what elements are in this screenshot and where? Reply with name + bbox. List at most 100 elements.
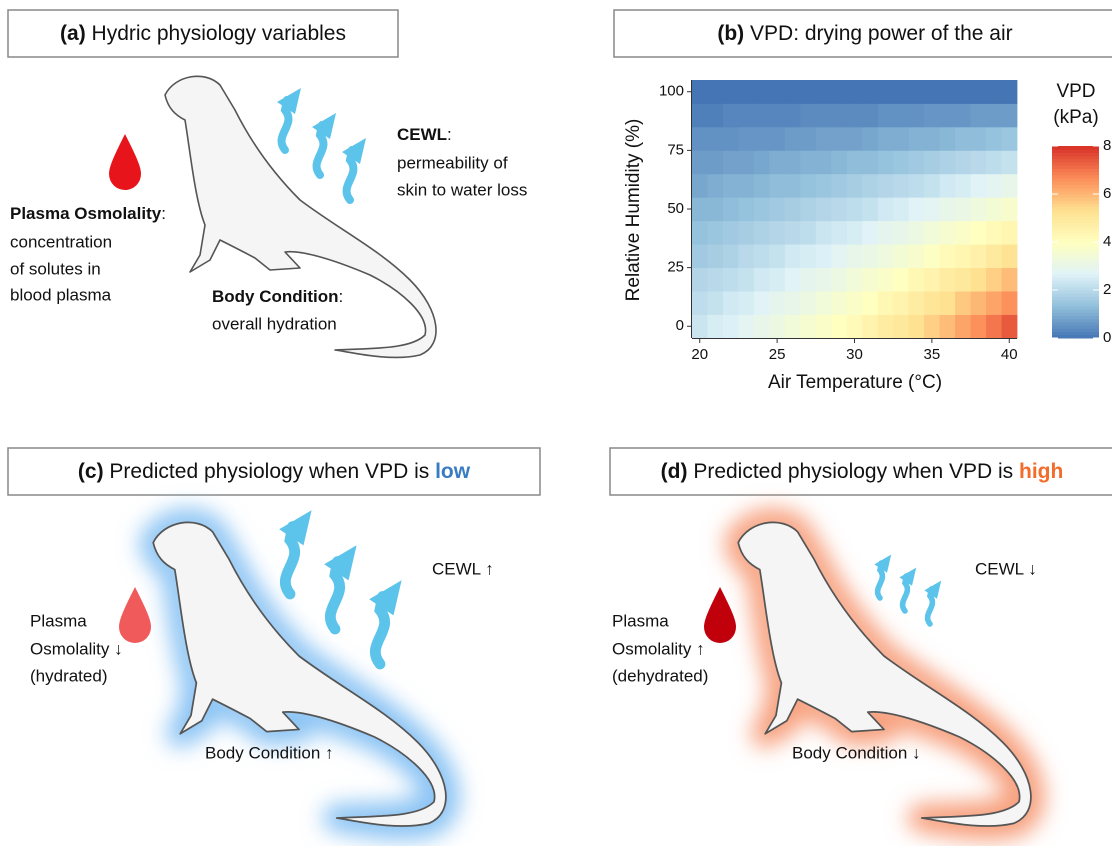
heat-cell: [692, 103, 708, 128]
y-tick-label: 75: [667, 141, 684, 158]
title-box: [613, 9, 1112, 58]
heat-cell: [738, 150, 755, 175]
heat-cell: [753, 314, 770, 339]
heat-cell: [846, 197, 863, 222]
heat-cell: [722, 244, 739, 269]
heat-cell: [846, 267, 863, 292]
colorbar-tick-label: 8: [1103, 137, 1111, 154]
title-box: [609, 447, 1112, 496]
heat-cell: [722, 173, 739, 198]
heat-cell: [1001, 80, 1018, 104]
annotation: permeability of: [397, 153, 508, 172]
colorbar-step: [1052, 238, 1099, 243]
heat-cell: [784, 291, 801, 315]
heat-cell: [753, 244, 770, 269]
panel-c: (c) Predicted physiology when VPD is low…: [7, 447, 541, 827]
heat-cell: [1001, 220, 1018, 245]
heat-cell: [970, 126, 987, 151]
heat-cell: [815, 103, 832, 128]
heat-cell: [846, 126, 863, 151]
heat-cell: [893, 150, 910, 175]
heat-cell: [862, 80, 879, 104]
heat-cell: [877, 80, 894, 104]
heat-cell: [924, 197, 941, 222]
heat-cell: [908, 126, 925, 151]
heat-cell: [986, 80, 1002, 104]
colorbar-step: [1052, 210, 1099, 214]
panel-a: (a) Hydric physiology variables Plasma O…: [7, 9, 527, 359]
colorbar-step: [1052, 149, 1099, 153]
heat-cell: [753, 220, 770, 245]
y-axis-label: Relative Humidity (%): [623, 119, 644, 302]
heat-cell: [692, 220, 708, 245]
heat-cell: [939, 197, 956, 222]
heat-cell: [862, 173, 879, 198]
heat-cell: [800, 197, 817, 222]
panel-title: (c) Predicted physiology when VPD is low: [78, 460, 471, 483]
heat-cell: [707, 126, 724, 151]
colorbar-step: [1052, 258, 1099, 262]
colorbar-step: [1052, 155, 1099, 160]
heat-cell: [831, 267, 848, 292]
heat-cell: [722, 197, 739, 222]
annotation: Plasma Osmolality:: [10, 204, 166, 223]
heat-cell: [722, 220, 739, 245]
heat-cell: [692, 150, 708, 175]
colorbar-step: [1052, 274, 1099, 278]
heat-cell: [846, 314, 863, 339]
heat-cell: [753, 173, 770, 198]
heat-cell: [877, 126, 894, 151]
colorbar-step: [1052, 222, 1099, 227]
panel-title: (b) VPD: drying power of the air: [717, 22, 1012, 45]
heat-cell: [939, 314, 956, 339]
colorbar-step: [1052, 280, 1099, 285]
colorbar-step: [1052, 181, 1099, 185]
heat-cell: [784, 150, 801, 175]
heat-cell: [877, 220, 894, 245]
heat-cell: [924, 314, 941, 339]
heat-cell: [862, 126, 879, 151]
colorbar-step: [1052, 264, 1099, 269]
heat-cell: [893, 267, 910, 292]
heat-cell: [753, 267, 770, 292]
heat-cell: [908, 80, 925, 104]
colorbar-step: [1052, 190, 1099, 195]
heat-cell: [924, 244, 941, 269]
colorbar-step: [1052, 286, 1099, 291]
heat-cell: [769, 197, 786, 222]
annotation: (dehydrated): [612, 666, 708, 685]
x-tick-label: 35: [924, 346, 941, 363]
heat-cell: [738, 314, 755, 339]
heat-cell: [955, 314, 971, 339]
annotation: Body Condition ↑: [205, 743, 334, 762]
colorbar-step: [1052, 290, 1099, 294]
heat-cell: [815, 197, 832, 222]
heat-cell: [769, 314, 786, 339]
heat-cell: [986, 267, 1002, 292]
heat-cell: [939, 150, 956, 175]
heat-cell: [1001, 126, 1018, 151]
colorbar-step: [1052, 296, 1099, 301]
heat-cell: [1001, 244, 1018, 269]
heat-cell: [939, 291, 956, 315]
x-tick-label: 20: [691, 346, 708, 363]
colorbar-step: [1052, 251, 1099, 256]
wind-arrow: [874, 555, 891, 598]
heat-cell: [831, 103, 848, 128]
heat-cell: [753, 197, 770, 222]
lizard: [152, 521, 447, 827]
heat-cell: [893, 291, 910, 315]
panel-title: (a) Hydric physiology variables: [60, 22, 346, 45]
heat-cell: [831, 197, 848, 222]
heat-cell: [692, 267, 708, 292]
heat-cell: [893, 80, 910, 104]
wind-arrow: [342, 138, 366, 200]
colorbar-step: [1052, 171, 1099, 176]
colorbar-step: [1052, 248, 1099, 253]
heat-cell: [939, 267, 956, 292]
y-tick-label: 50: [667, 200, 684, 217]
heat-cell: [722, 126, 739, 151]
heat-cell: [893, 126, 910, 151]
colorbar-step: [1052, 203, 1099, 208]
wind-arrow: [369, 580, 401, 664]
